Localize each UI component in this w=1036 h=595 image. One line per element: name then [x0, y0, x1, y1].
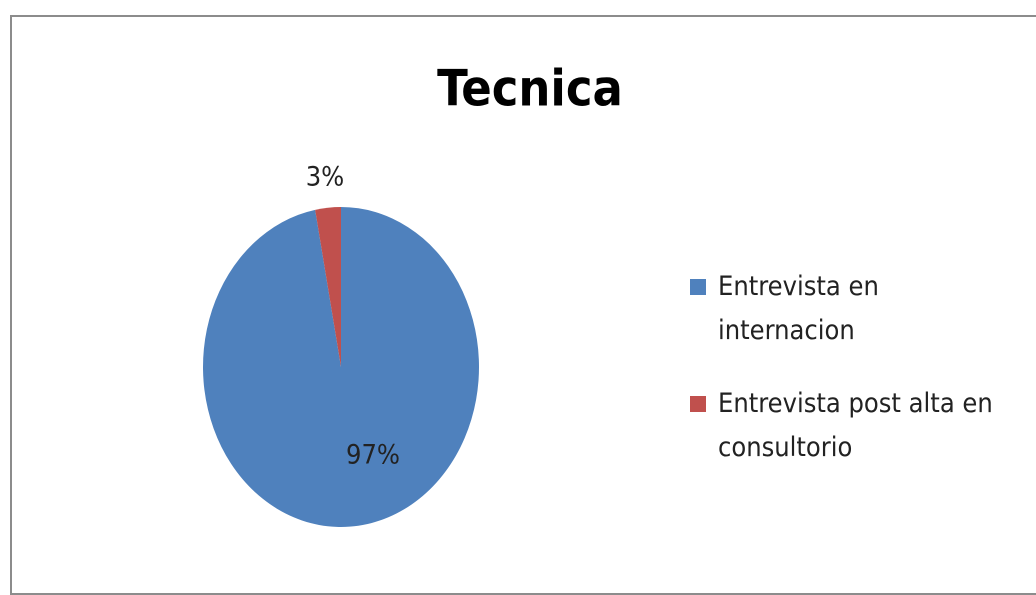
data-label: 97% — [346, 440, 400, 471]
data-label: 3% — [306, 162, 345, 193]
pie-slice — [315, 207, 341, 367]
legend-swatch — [690, 279, 706, 295]
chart-title: Tecnica — [437, 60, 623, 118]
legend-label: Entrevista post alta en consultorio — [718, 388, 993, 463]
legend-entry: Entrevista en internacion — [690, 265, 1030, 353]
legend-entry: Entrevista post alta en consultorio — [690, 382, 1030, 470]
legend-label: Entrevista en internacion — [718, 271, 879, 346]
legend-swatch — [690, 396, 706, 412]
